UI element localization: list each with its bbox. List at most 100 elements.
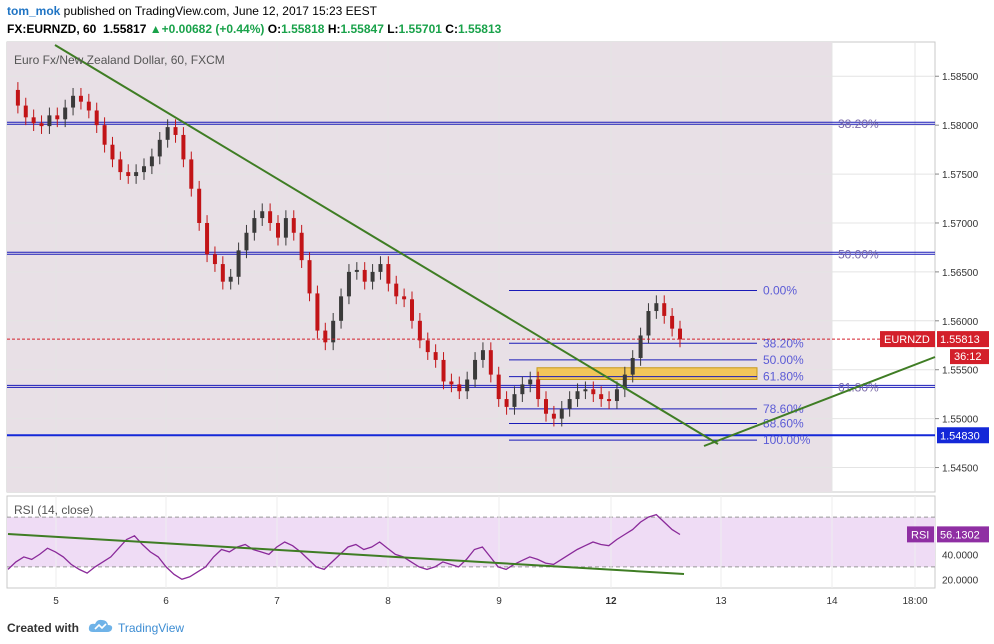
candle-body: [346, 271, 351, 297]
candle-body: [646, 311, 651, 336]
candle-body: [181, 134, 186, 160]
symbol-price-tag: [880, 331, 935, 348]
fib-small-label: 88.60%: [763, 417, 804, 431]
candle-body: [630, 357, 635, 375]
candle-body: [536, 379, 541, 400]
candle-body: [323, 330, 328, 343]
y-tick-label: 1.58000: [942, 121, 979, 132]
author-name[interactable]: tom_mok: [7, 4, 61, 18]
tradingview-cloud-icon: [88, 619, 113, 632]
candle-body: [55, 115, 60, 120]
countdown-text: 36:12: [954, 351, 982, 363]
candle-body: [228, 276, 233, 282]
rsi-title: RSI (14, close): [14, 503, 93, 517]
candle-body: [39, 123, 44, 127]
candle-body: [599, 394, 604, 400]
candle-body: [189, 159, 194, 189]
created-with-label: Created with: [7, 621, 80, 635]
candle-body: [457, 384, 462, 392]
candle-body: [378, 264, 383, 272]
candle-body: [654, 303, 659, 312]
candle-body: [662, 303, 667, 316]
candle-body: [670, 315, 675, 329]
candle-body: [496, 374, 501, 400]
candle-body: [402, 296, 407, 300]
low-label: L:: [387, 22, 399, 36]
candle-body: [331, 320, 336, 343]
candle-body: [551, 413, 556, 419]
candle-body: [78, 95, 83, 102]
x-tick-label: 14: [826, 596, 838, 607]
rsi-label-tag: [907, 526, 934, 543]
candle-body: [614, 389, 619, 402]
candle-body: [268, 211, 273, 223]
candle-body: [299, 232, 304, 261]
rsi-tick-label: 20.0000: [942, 575, 979, 586]
candle-body: [31, 117, 36, 124]
last-price-tag: [937, 331, 989, 348]
candle-body: [71, 95, 76, 108]
symbol-price-tag-text: EURNZD: [884, 334, 930, 346]
candle-body: [47, 115, 52, 127]
fib-small-label: 100.00%: [763, 433, 811, 447]
symbol-label: FX:EURNZD, 60: [7, 22, 97, 36]
footer: Created with TradingView: [0, 612, 994, 644]
candle-body: [276, 222, 280, 238]
y-tick-label: 1.58500: [942, 72, 979, 83]
x-tick-label: 9: [496, 596, 502, 607]
candle-body: [417, 320, 422, 341]
bullish-trend-line: [703, 356, 936, 447]
y-tick-label: 1.55000: [942, 415, 979, 426]
y-tick-label: 1.57000: [942, 219, 979, 230]
candle-body: [678, 328, 682, 340]
x-tick-label: 12: [605, 596, 617, 607]
candle-body: [591, 389, 596, 395]
x-tick-label: 7: [274, 596, 280, 607]
candle-body: [212, 254, 217, 265]
candle-body: [528, 379, 533, 385]
y-tick-label: 1.54500: [942, 464, 979, 475]
close-value: 1.55813: [457, 22, 502, 36]
candle-body: [465, 379, 470, 392]
fib-level-label: 38.20%: [838, 117, 879, 131]
candle-body: [149, 156, 154, 167]
x-tick-label: 5: [53, 596, 59, 607]
candle-body: [607, 399, 612, 402]
low-value: 1.55701: [398, 22, 442, 36]
candle-body: [425, 340, 430, 353]
candle-body: [520, 384, 525, 395]
candle-body: [102, 125, 107, 145]
price-change: +0.00682 (+0.44%): [161, 22, 265, 36]
candle-body: [567, 399, 572, 409]
candle-body: [362, 269, 367, 282]
last-price: 1.55817: [103, 22, 147, 36]
candle-body: [410, 299, 414, 321]
high-value: 1.55847: [340, 22, 384, 36]
candle-body: [575, 391, 580, 400]
rsi-band: [7, 517, 935, 567]
candle-body: [252, 218, 257, 233]
x-tick-label: 8: [385, 596, 391, 607]
candle-body: [394, 283, 399, 297]
candle-body: [583, 389, 588, 392]
candle-body: [449, 381, 454, 385]
y-tick-label: 1.57500: [942, 170, 979, 181]
candle-body: [142, 166, 146, 173]
candle-body: [118, 159, 123, 173]
candle-body: [480, 350, 485, 360]
candle-body: [473, 359, 478, 380]
candle-body: [283, 218, 288, 238]
fib-level-label: 50.00%: [838, 247, 879, 261]
y-tick-label: 1.56500: [942, 268, 979, 279]
rsi-value-tag: [937, 526, 989, 543]
candle-body: [315, 293, 320, 331]
candle-body: [307, 260, 312, 294]
support-price-tag-text: 1.54830: [940, 430, 980, 442]
high-label: H:: [327, 22, 341, 36]
candle-body: [157, 139, 162, 157]
candle-body: [441, 359, 446, 382]
trading-chart[interactable]: 5 6 7 8 9 12 13 14 18:00 1.58500 1.58000 1.57500 1.5…: [0, 0, 994, 612]
candle-body: [386, 264, 391, 284]
tradingview-brand[interactable]: TradingView: [118, 621, 185, 635]
candle-body: [220, 264, 225, 282]
